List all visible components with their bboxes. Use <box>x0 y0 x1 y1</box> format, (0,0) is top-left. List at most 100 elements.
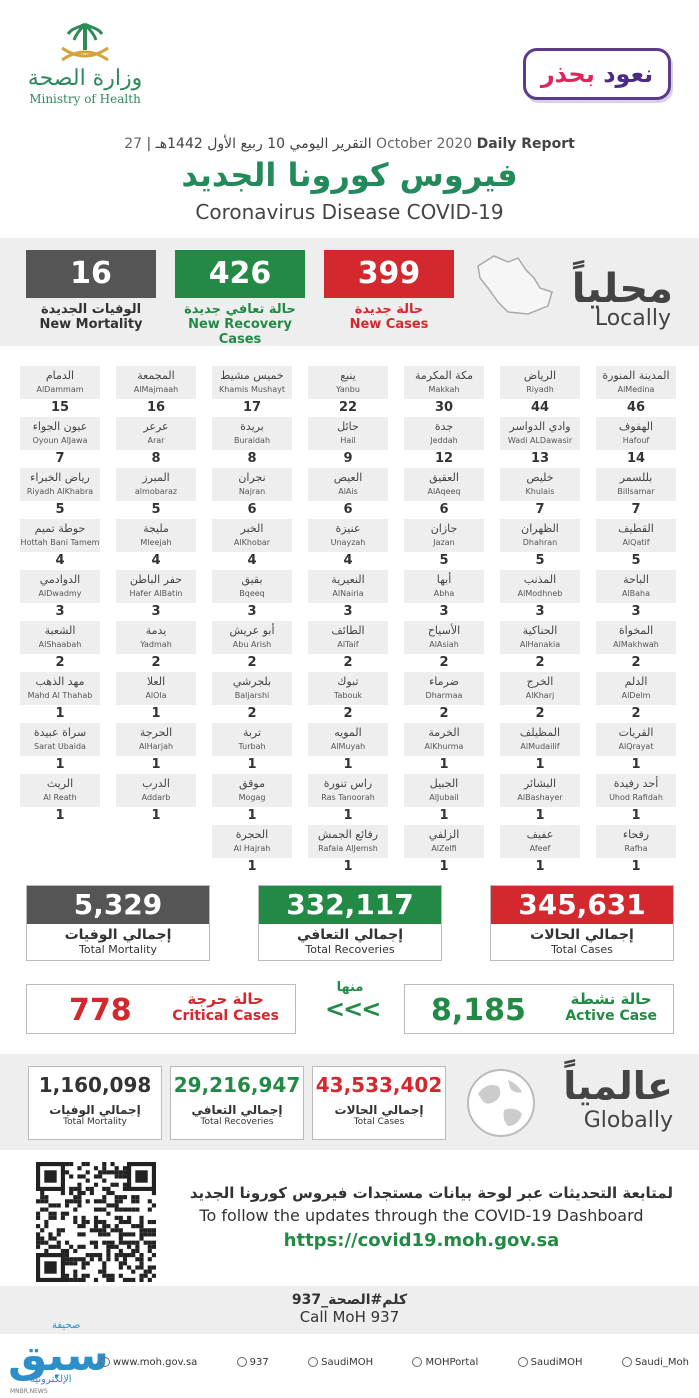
city-name-en: Afeef <box>529 844 551 853</box>
city-cases-value: 4 <box>343 553 353 568</box>
city-item: نجران Najran 6 <box>212 468 292 519</box>
report-line: التقرير اليومي 10 ربيع الأول 1442هـ | 27… <box>124 136 575 152</box>
city-name-en: Mogag <box>238 793 266 802</box>
global-recoveries-label-ar: إجمالي التعافي <box>191 1103 283 1117</box>
footer-link[interactable]: 937 <box>236 1357 269 1368</box>
city-item: عفيف Afeef 1 <box>500 825 580 876</box>
city-name-ar: حفر الباطن <box>129 573 183 586</box>
city-cases-value: 2 <box>631 706 641 721</box>
city-item: الخبر AlKhobar 4 <box>212 519 292 570</box>
city-column: ينبع Yanbu 22 حائل Hail 9 العيص AlAis 6 عنيزة Unay… <box>308 366 388 876</box>
total-recoveries-label-en: Total Recoveries <box>305 943 395 956</box>
footer-link[interactable]: SaudiMOH <box>517 1357 583 1368</box>
city-card: بقيق Bqeeq <box>212 570 292 603</box>
city-name-en: AlKhurma <box>424 742 464 751</box>
city-cases-value: 3 <box>535 604 545 619</box>
city-name-ar: مهد الذهب <box>35 675 85 688</box>
city-name-ar: بللسمر <box>619 471 653 484</box>
city-name-ar: رياض الخبراء <box>30 471 90 484</box>
phone-icon <box>236 1357 247 1367</box>
city-cases-value: 1 <box>535 808 545 823</box>
city-card: الهفوف Hafouf <box>596 417 676 450</box>
qr-code-icon <box>36 1162 156 1282</box>
city-card: الطائف AlTaif <box>308 621 388 654</box>
dashboard-link[interactable]: https://covid19.moh.gov.sa <box>283 1230 560 1251</box>
new-mortality-box: 16 الوفيات الجديدة New Mortality <box>26 250 156 332</box>
city-card: العلا AlOla <box>116 672 196 705</box>
new-cases-label-en: New Cases <box>349 317 429 332</box>
city-card: مهد الذهب Mahd Al Thahab <box>20 672 100 705</box>
city-card: ينبع Yanbu <box>308 366 388 399</box>
city-item: العيص AlAis 6 <box>308 468 388 519</box>
city-name-en: AlMakhwah <box>613 640 659 649</box>
city-name-ar: الزلفي <box>428 828 460 841</box>
city-cases-value: 3 <box>439 604 449 619</box>
city-name-en: Ras Tanoorah <box>321 793 375 802</box>
city-card: الرياض Riyadh <box>500 366 580 399</box>
active-cases-box: 8,185 حالة نشطة Active Case <box>404 984 674 1034</box>
city-cases-value: 6 <box>247 502 257 517</box>
city-name-en: Khamis Mushayt <box>219 385 285 394</box>
city-name-en: Tabouk <box>333 691 363 700</box>
city-name-ar: المدينة المنورة <box>602 369 670 382</box>
global-cases-label-ar: إجمالي الحالات <box>334 1103 424 1117</box>
city-name-en: Khulais <box>525 487 555 496</box>
city-card: الزلفي AlZelfi <box>404 825 484 858</box>
city-card: ضرماء Dharmaa <box>404 672 484 705</box>
footer-link-text: MOHPortal <box>425 1356 479 1368</box>
total-mortality-label-ar: إجمالي الوفيات <box>64 927 172 943</box>
footer-link[interactable]: MOHPortal <box>412 1357 478 1368</box>
city-card: خميس مشيط Khamis Mushayt <box>212 366 292 399</box>
footer-link[interactable]: SaudiMOH <box>308 1357 373 1368</box>
city-name-en: Arar <box>147 436 165 445</box>
city-card: موقق Mogag <box>212 774 292 807</box>
city-card: عرعر Arar <box>116 417 196 450</box>
city-name-ar: المظيلف <box>519 726 561 739</box>
city-name-en: AlMudailif <box>520 742 560 751</box>
city-card: المخواة AlMakhwah <box>596 621 676 654</box>
total-cases-box: 345,631 إجمالي الحالات Total Cases <box>490 885 674 961</box>
city-name-en: Abu Arish <box>232 640 272 649</box>
city-card: البشائر AlBashayer <box>500 774 580 807</box>
city-name-ar: بلجرشي <box>232 675 272 688</box>
city-cases-value: 1 <box>247 859 257 874</box>
new-mortality-label-en: New Mortality <box>39 317 143 332</box>
campaign-word-2: بحذر <box>540 60 595 88</box>
city-item: القطيف AlQatif 5 <box>596 519 676 570</box>
call-text: Call MoH 937 <box>299 1308 400 1326</box>
city-name-ar: رفحاء <box>622 828 650 841</box>
city-name-ar: الجبيل <box>429 777 459 790</box>
total-cases-label-en: Total Cases <box>551 943 613 956</box>
moh-name-en: Ministry of Health <box>29 92 141 106</box>
campaign-logo: نعود بحذر <box>523 48 671 100</box>
city-cases-value: 6 <box>343 502 353 517</box>
city-cases-value: 1 <box>535 859 545 874</box>
city-item: الأسياح AlAsiah 2 <box>404 621 484 672</box>
instagram-icon <box>412 1357 423 1367</box>
city-name-ar: الظهران <box>521 522 559 535</box>
city-item: الباحة AlBaha 3 <box>596 570 676 621</box>
city-item: الظهران Dhahran 5 <box>500 519 580 570</box>
city-item: عيون الجواء Oyoun AlJawa 7 <box>20 417 100 468</box>
city-cases-value: 1 <box>247 757 257 772</box>
city-item: أبو عريش Abu Arish 2 <box>212 621 292 672</box>
city-cases-value: 1 <box>439 808 449 823</box>
city-cases-value: 9 <box>343 451 353 466</box>
city-cases-value: 1 <box>151 757 161 772</box>
footer-link[interactable]: www.moh.gov.sa <box>100 1357 197 1368</box>
city-item: حوطة تميم Hottah Bani Tamem 4 <box>20 519 100 570</box>
city-name-ar: عنيزة <box>335 522 361 535</box>
city-name-en: Al Hajrah <box>233 844 271 853</box>
city-name-en: Turbah <box>238 742 266 751</box>
city-card: النعيرية AlNairia <box>308 570 388 603</box>
city-item: ضرماء Dharmaa 2 <box>404 672 484 723</box>
city-item: العلا AlOla 1 <box>116 672 196 723</box>
city-item: الحرجة AlHarjah 1 <box>116 723 196 774</box>
city-card: الريث Al Reath <box>20 774 100 807</box>
city-name-en: AlBashayer <box>517 793 563 802</box>
city-cases-value: 5 <box>439 553 449 568</box>
city-cases-value: 22 <box>338 400 358 415</box>
city-name-en: AlDelm <box>621 691 651 700</box>
footer-link[interactable]: Saudi_Moh <box>621 1357 689 1368</box>
city-card: جازان Jazan <box>404 519 484 552</box>
